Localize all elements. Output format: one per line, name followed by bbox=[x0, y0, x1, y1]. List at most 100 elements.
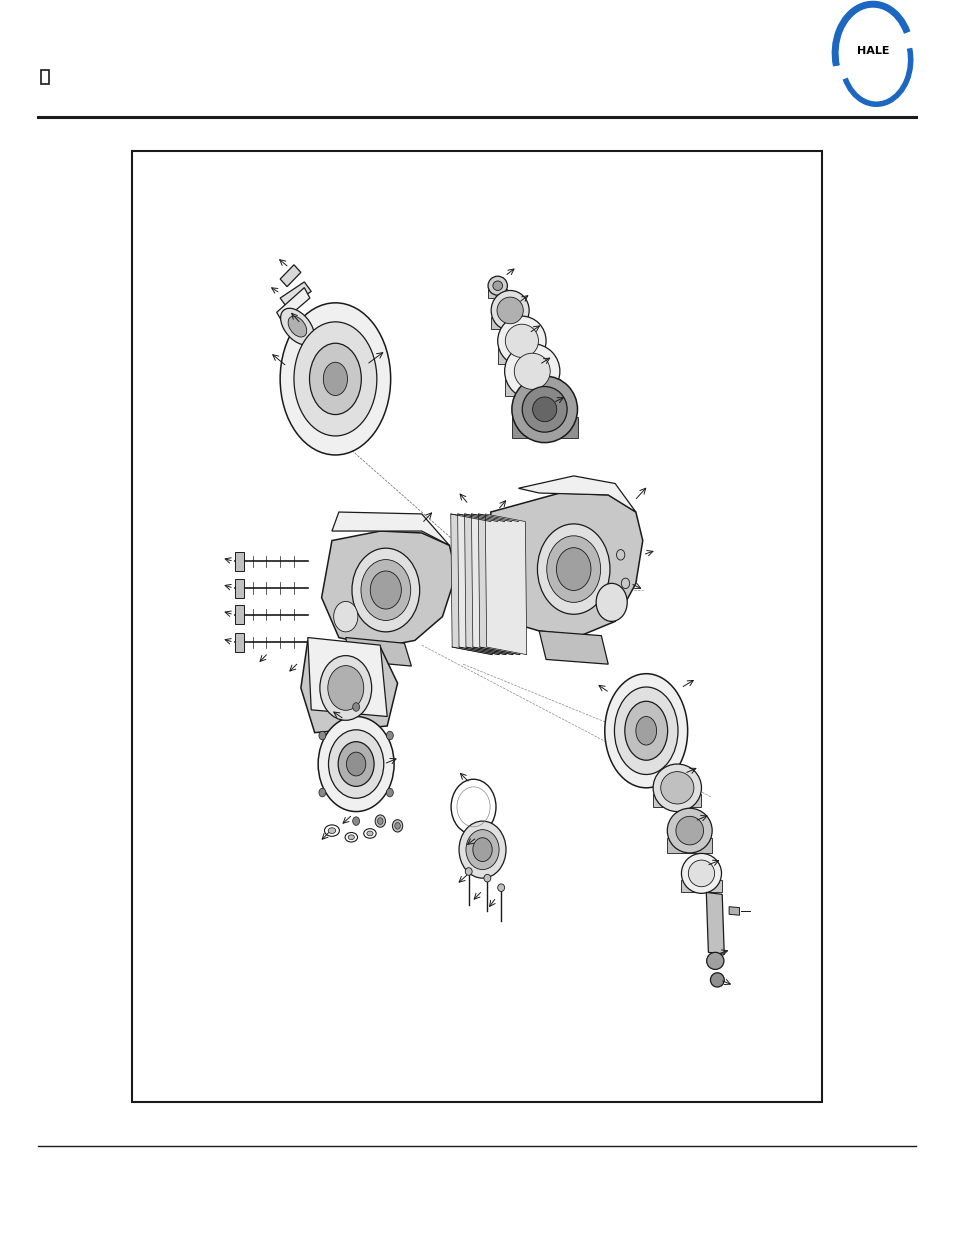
Ellipse shape bbox=[395, 823, 400, 829]
Ellipse shape bbox=[497, 316, 545, 366]
Polygon shape bbox=[485, 514, 526, 655]
Ellipse shape bbox=[352, 548, 419, 632]
Polygon shape bbox=[490, 493, 642, 636]
Ellipse shape bbox=[596, 583, 626, 621]
Polygon shape bbox=[477, 514, 519, 655]
Ellipse shape bbox=[488, 277, 507, 295]
Text: HALE: HALE bbox=[856, 46, 888, 56]
Ellipse shape bbox=[386, 731, 393, 740]
Ellipse shape bbox=[493, 280, 502, 290]
Polygon shape bbox=[517, 475, 636, 513]
Ellipse shape bbox=[688, 860, 714, 887]
Ellipse shape bbox=[280, 303, 391, 454]
Polygon shape bbox=[345, 637, 411, 666]
Ellipse shape bbox=[386, 788, 393, 797]
Ellipse shape bbox=[710, 973, 723, 987]
Ellipse shape bbox=[309, 343, 361, 415]
Ellipse shape bbox=[546, 536, 600, 603]
Ellipse shape bbox=[328, 827, 335, 834]
Ellipse shape bbox=[370, 571, 401, 609]
Ellipse shape bbox=[353, 703, 359, 711]
Ellipse shape bbox=[521, 387, 566, 432]
Polygon shape bbox=[504, 379, 559, 396]
Polygon shape bbox=[321, 531, 456, 647]
Polygon shape bbox=[538, 631, 608, 664]
Ellipse shape bbox=[323, 362, 347, 395]
Ellipse shape bbox=[505, 325, 537, 357]
Polygon shape bbox=[511, 417, 578, 438]
Ellipse shape bbox=[653, 764, 700, 811]
Ellipse shape bbox=[348, 835, 354, 840]
Ellipse shape bbox=[512, 375, 577, 442]
Ellipse shape bbox=[367, 831, 373, 836]
Ellipse shape bbox=[497, 298, 523, 324]
Ellipse shape bbox=[318, 788, 326, 797]
Polygon shape bbox=[235, 552, 244, 571]
Ellipse shape bbox=[497, 884, 504, 892]
Polygon shape bbox=[280, 282, 311, 308]
Ellipse shape bbox=[465, 830, 498, 869]
Polygon shape bbox=[497, 347, 545, 363]
Polygon shape bbox=[680, 881, 721, 893]
Bar bbox=[41, 70, 49, 84]
Polygon shape bbox=[300, 641, 397, 732]
Ellipse shape bbox=[360, 559, 410, 620]
Polygon shape bbox=[488, 289, 507, 298]
Ellipse shape bbox=[532, 396, 557, 421]
Ellipse shape bbox=[458, 821, 505, 878]
Ellipse shape bbox=[288, 316, 307, 337]
Polygon shape bbox=[280, 264, 300, 287]
Bar bbox=[132, 151, 821, 1102]
Polygon shape bbox=[235, 605, 244, 624]
Ellipse shape bbox=[375, 815, 385, 827]
Ellipse shape bbox=[353, 816, 359, 825]
Polygon shape bbox=[653, 794, 700, 806]
Polygon shape bbox=[666, 839, 711, 853]
Ellipse shape bbox=[318, 731, 326, 740]
Polygon shape bbox=[705, 893, 723, 955]
Polygon shape bbox=[457, 514, 498, 655]
Ellipse shape bbox=[504, 343, 559, 399]
Ellipse shape bbox=[620, 578, 629, 589]
Polygon shape bbox=[235, 632, 244, 652]
Ellipse shape bbox=[337, 742, 374, 787]
Ellipse shape bbox=[491, 290, 529, 331]
Ellipse shape bbox=[328, 730, 383, 798]
Ellipse shape bbox=[660, 772, 693, 804]
Ellipse shape bbox=[624, 701, 667, 761]
Ellipse shape bbox=[556, 547, 590, 590]
Polygon shape bbox=[464, 514, 505, 655]
Ellipse shape bbox=[319, 656, 372, 720]
Ellipse shape bbox=[473, 837, 492, 862]
Ellipse shape bbox=[636, 716, 656, 745]
Ellipse shape bbox=[537, 524, 609, 614]
Ellipse shape bbox=[680, 853, 720, 893]
Polygon shape bbox=[471, 514, 513, 655]
Ellipse shape bbox=[514, 353, 550, 389]
Circle shape bbox=[831, 0, 913, 106]
Ellipse shape bbox=[666, 808, 712, 853]
Polygon shape bbox=[728, 906, 739, 915]
Ellipse shape bbox=[294, 322, 376, 436]
Ellipse shape bbox=[465, 868, 472, 876]
Polygon shape bbox=[308, 637, 387, 716]
Ellipse shape bbox=[604, 674, 687, 788]
Ellipse shape bbox=[483, 874, 490, 882]
Polygon shape bbox=[332, 513, 449, 546]
Ellipse shape bbox=[392, 820, 402, 832]
Polygon shape bbox=[359, 351, 370, 408]
Ellipse shape bbox=[334, 601, 357, 632]
Ellipse shape bbox=[676, 816, 702, 845]
Polygon shape bbox=[490, 317, 529, 330]
Ellipse shape bbox=[317, 716, 394, 811]
Polygon shape bbox=[450, 514, 492, 655]
Ellipse shape bbox=[614, 687, 678, 774]
Ellipse shape bbox=[328, 666, 363, 710]
Polygon shape bbox=[235, 578, 244, 598]
Polygon shape bbox=[666, 706, 677, 750]
Polygon shape bbox=[276, 288, 310, 322]
Ellipse shape bbox=[616, 550, 624, 559]
Ellipse shape bbox=[280, 309, 314, 345]
Ellipse shape bbox=[346, 752, 365, 776]
Ellipse shape bbox=[706, 952, 723, 969]
